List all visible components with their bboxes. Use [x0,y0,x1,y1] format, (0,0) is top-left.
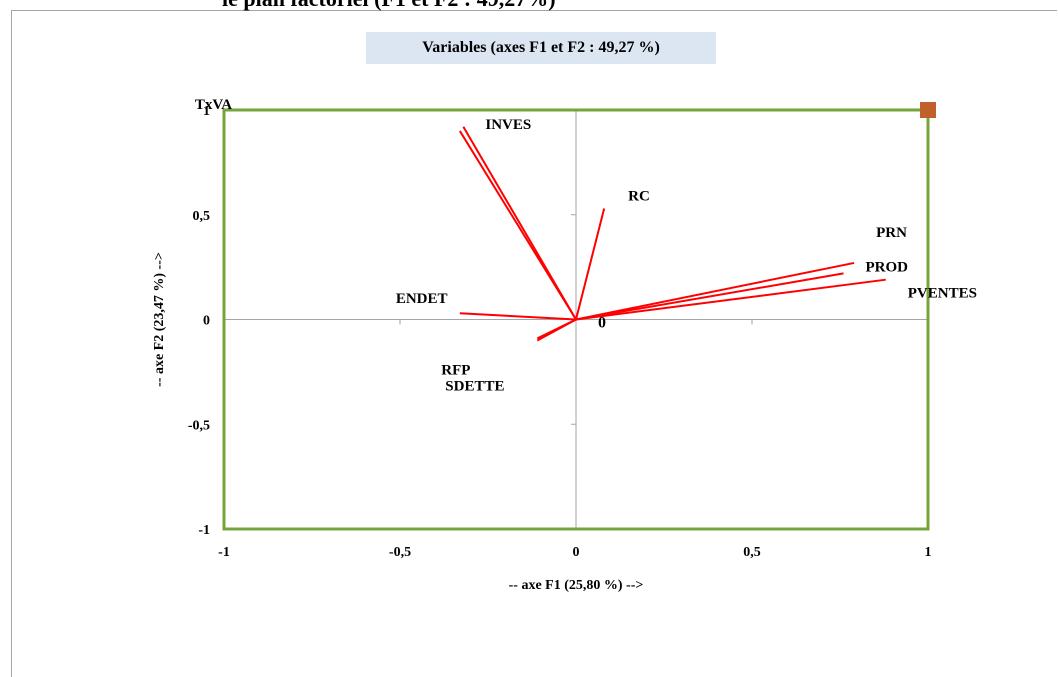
origin-label: 0 [598,315,606,332]
label-inves: INVES [485,117,531,133]
vector-inves [462,126,577,321]
x-tick-label: 1 [925,545,932,560]
x-tick-label: 0 [573,545,580,560]
x-tick-label: 0,5 [743,545,761,560]
vector-pventes [575,278,886,321]
y-tick-label: 0,5 [193,209,211,224]
x-tick-label: -1 [218,545,230,560]
label-prod: PROD [866,259,909,275]
y-tick-label: -1 [198,523,210,538]
vector-sdette [536,318,577,340]
page-heading: le plan factoriel (F1 et F2 : 49,27%) [222,0,556,12]
vector-endet [459,312,577,321]
label-rc: RC [628,188,650,204]
label-endet: ENDET [396,291,448,307]
chart-area [11,10,1057,677]
label-pventes: PVENTES [908,286,977,302]
unit-box [222,108,930,531]
y-axis-title: -- axe F2 (23,47 %) --> [152,252,167,387]
x-tick-label: -0,5 [389,545,411,560]
vector-prod [575,272,844,321]
label-txva: TxVA [195,97,232,113]
vector-prn [575,261,855,321]
label-sdette: SDETTE [445,378,504,394]
vector-rc [575,208,606,320]
y-tick-label: -0,5 [188,418,210,433]
x-axis-title: -- axe F1 (25,80 %) --> [509,578,644,593]
y-tick-label: 1 [203,104,210,119]
label-prn: PRN [876,225,907,241]
y-tick-label: 0 [203,314,210,329]
label-rfp: RFP [441,362,470,378]
chart-title: Variables (axes F1 et F2 : 49,27 %) [366,32,716,64]
corner-marker [920,102,936,118]
